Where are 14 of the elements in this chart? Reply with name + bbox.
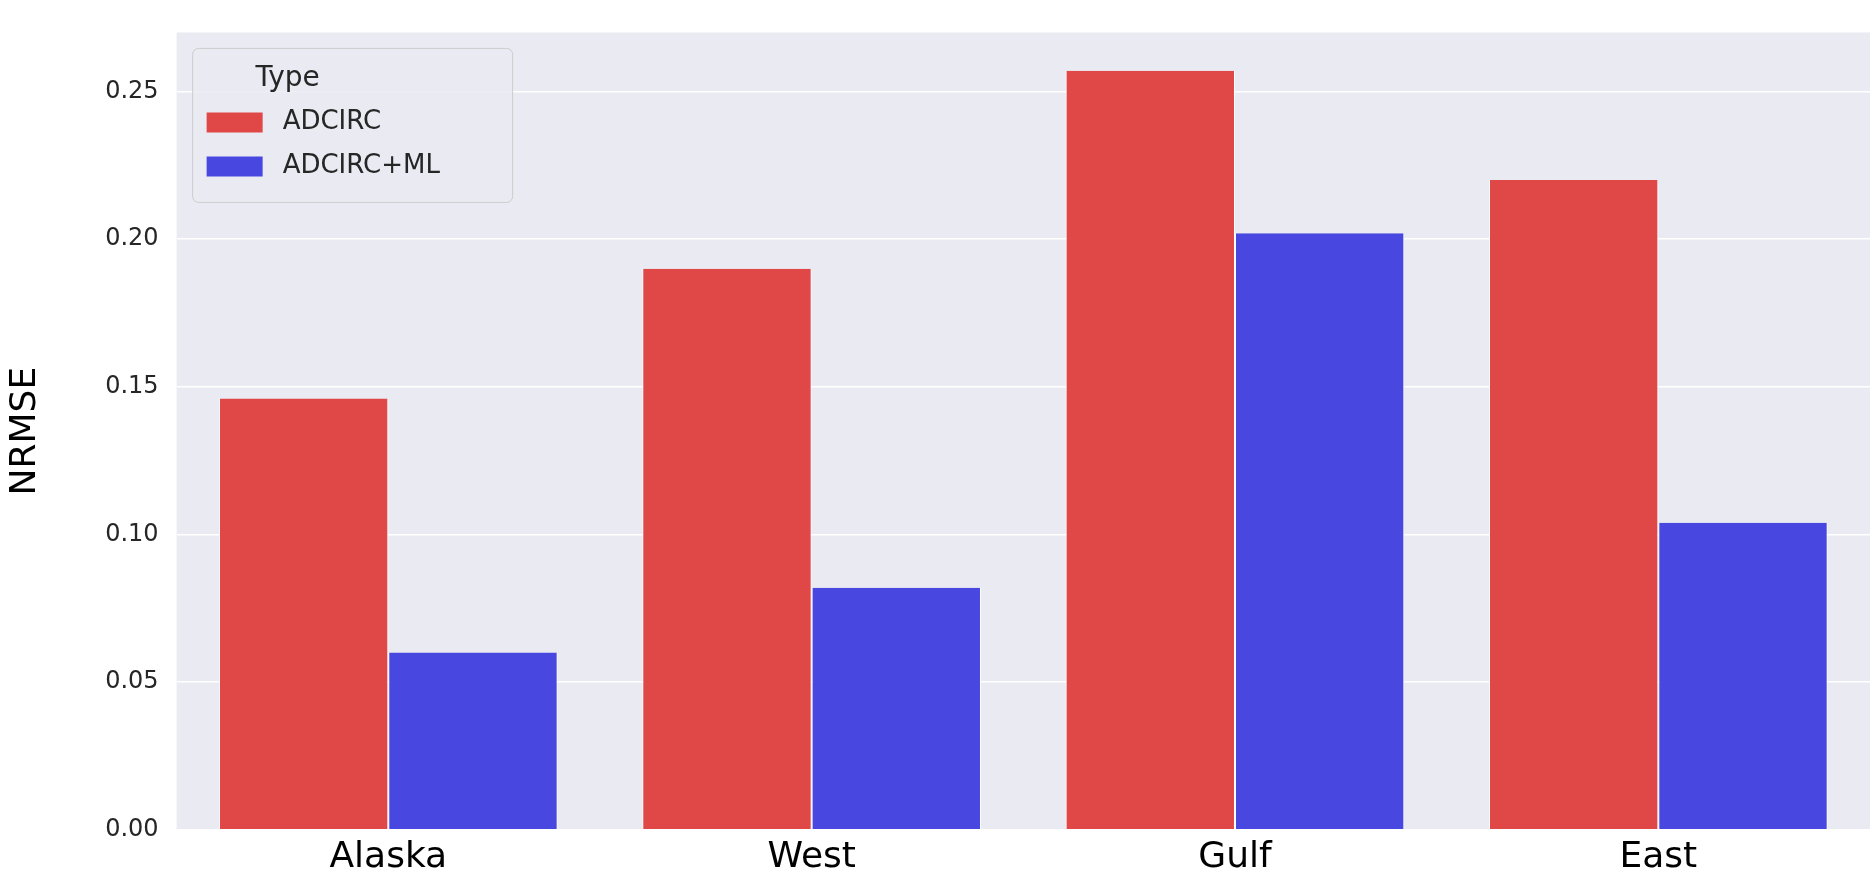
legend-title: Type	[254, 59, 320, 93]
y-tick-label: 0.20	[105, 223, 159, 252]
x-tick-label: West	[767, 833, 856, 875]
legend-label: ADCIRC+ML	[282, 149, 441, 180]
x-tick-label: East	[1619, 833, 1698, 875]
y-axis-title: NRMSE	[1, 366, 43, 496]
y-tick-label: 0.00	[105, 814, 159, 843]
x-tick-label: Gulf	[1198, 833, 1274, 875]
y-tick-label: 0.15	[105, 371, 159, 400]
y-tick-label: 0.25	[105, 75, 159, 104]
y-tick-label: 0.05	[105, 666, 159, 695]
x-tick-label: Alaska	[329, 833, 448, 875]
legend-label: ADCIRC	[282, 105, 382, 136]
y-tick-label: 0.10	[105, 518, 159, 547]
